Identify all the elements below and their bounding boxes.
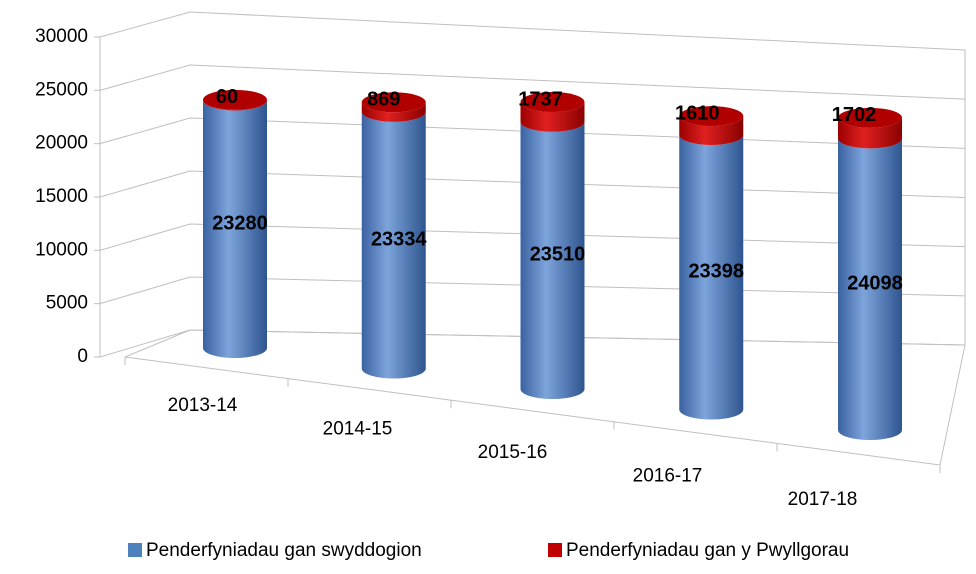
y-tick-label: 25000 [35, 79, 88, 100]
bar-segment [520, 102, 585, 132]
bar-segment [679, 134, 744, 420]
x-tick-label: 2016-17 [633, 466, 703, 487]
bar-top [361, 92, 426, 113]
x-tick-label: 2017-18 [788, 489, 858, 510]
y-tick-label: 20000 [35, 133, 88, 154]
bar-top [520, 92, 585, 113]
x-tick-label: 2013-14 [168, 395, 238, 416]
value-label: 1737 [518, 88, 563, 110]
legend-label: Penderfyniadau gan y Pwyllgorau [566, 540, 849, 561]
value-label: 24098 [847, 272, 903, 294]
y-tick-label: 0 [77, 346, 88, 367]
legend-swatch [548, 543, 562, 557]
value-label: 869 [367, 89, 400, 111]
bar-top [838, 107, 902, 128]
value-label: 23280 [212, 213, 268, 235]
bar-segment [203, 100, 267, 359]
value-label: 23334 [371, 228, 427, 250]
value-label: 23398 [688, 261, 744, 283]
x-tick-label: 2014-15 [323, 418, 393, 439]
bar-segment [520, 121, 585, 400]
y-tick-label: 5000 [46, 293, 88, 314]
y-tick-label: 15000 [35, 186, 88, 207]
legend-label: Penderfyniadau gan swyddogion [146, 540, 422, 561]
value-label: 23510 [530, 244, 586, 266]
legend-swatch [128, 543, 142, 557]
y-tick-label: 30000 [35, 26, 88, 47]
bar-segment [679, 116, 744, 145]
y-tick-label: 10000 [35, 239, 88, 260]
bar-segment [361, 111, 426, 379]
value-label: 60 [216, 86, 238, 108]
grid-line [99, 11, 966, 51]
value-label: 1610 [675, 102, 720, 124]
cylinder [838, 107, 902, 441]
bar-top [203, 89, 267, 110]
value-label: 1702 [832, 104, 877, 126]
bar-segment [838, 117, 902, 149]
grid-line [99, 64, 966, 100]
bar-segment [838, 138, 902, 441]
bar-segment [361, 102, 426, 122]
cylinder [679, 106, 744, 420]
cylinder [361, 92, 426, 379]
bar-top [679, 106, 744, 127]
x-tick-label: 2015-16 [478, 442, 548, 463]
cylinder [203, 89, 267, 359]
cylinder [520, 92, 585, 400]
